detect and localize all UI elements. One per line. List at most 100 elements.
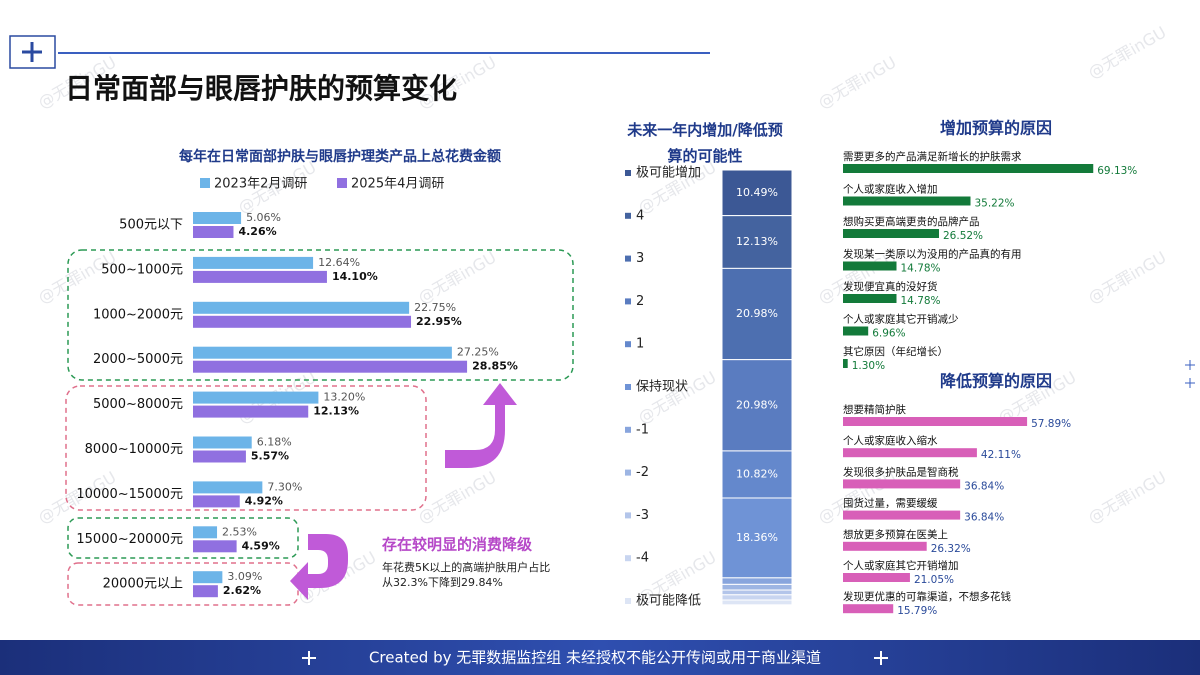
- category-label: 发现便宜真的没好货: [843, 280, 938, 293]
- value-label: 28.85%: [472, 360, 518, 373]
- legend-label: 3: [636, 251, 644, 266]
- value-label: 1.30%: [852, 360, 885, 372]
- category-label: 想放更多预算在医美上: [843, 528, 948, 541]
- legend-label: 2025年4月调研: [351, 177, 444, 192]
- value-label: 14.78%: [901, 295, 941, 307]
- category-label: 5000~8000元: [93, 397, 183, 412]
- bar: [843, 359, 848, 368]
- segment: [721, 589, 793, 596]
- legend-label: -2: [636, 465, 649, 480]
- value-label: 15.79%: [897, 605, 937, 617]
- value-label: 7.30%: [267, 480, 302, 493]
- value-label: 14.10%: [332, 270, 378, 283]
- category-label: 个人或家庭其它开销减少: [843, 313, 959, 326]
- legend-marker: [625, 598, 631, 604]
- legend-marker: [625, 555, 631, 562]
- value-label: 20.98%: [736, 398, 778, 411]
- watermark: @无罪inGU: [1085, 23, 1170, 83]
- legend-label: -3: [636, 508, 649, 523]
- legend-marker: [625, 255, 631, 262]
- legend-marker: [625, 512, 631, 519]
- bar: [193, 226, 234, 238]
- value-label: 4.26%: [238, 225, 276, 238]
- bar: [843, 326, 869, 336]
- value-label: 12.13%: [736, 235, 778, 248]
- slide-title: 日常面部与眼唇护肤的预算变化: [65, 72, 457, 105]
- bar: [843, 294, 897, 303]
- legend-label: -1: [636, 422, 649, 437]
- value-label: 5.57%: [251, 450, 289, 463]
- segment: [721, 359, 793, 452]
- legend-label: 保持现状: [636, 380, 688, 395]
- annotation-title: 存在较明显的消费降级: [382, 536, 533, 554]
- chart-title: 未来一年内增加/降低预算的可能性: [627, 121, 783, 165]
- bar: [193, 585, 218, 598]
- bar: [193, 360, 468, 373]
- bar: [193, 256, 314, 269]
- bar: [193, 526, 218, 539]
- bar: [843, 573, 910, 582]
- category-label: 发现很多护肤品是智商税: [843, 465, 959, 478]
- value-label: 26.32%: [931, 543, 971, 555]
- bar: [843, 541, 927, 551]
- footer-bar: [0, 640, 1200, 675]
- arrow-down: [290, 534, 348, 600]
- value-label: 10.82%: [736, 467, 778, 480]
- category-label: 想购买更高端更贵的品牌产品: [843, 215, 980, 228]
- watermark: @无罪inGU: [635, 368, 720, 428]
- value-label: 18.36%: [736, 531, 778, 544]
- legend-label: -4: [636, 551, 649, 566]
- highlight-box: [67, 249, 574, 381]
- bar: [193, 450, 246, 463]
- category-label: 500~1000元: [101, 262, 183, 277]
- chart-title: 增加预算的原因: [940, 119, 1052, 138]
- value-label: 21.05%: [914, 574, 954, 586]
- bar: [193, 301, 410, 314]
- segment: [721, 497, 793, 579]
- legend-marker: [625, 298, 631, 305]
- footer-plus: [302, 651, 888, 665]
- value-label: 26.52%: [943, 230, 983, 242]
- logo-box: [9, 35, 56, 69]
- annotation-line: 从32.3%下降到29.84%: [382, 575, 503, 589]
- bar: [193, 571, 223, 584]
- category-label: 想要精简护肤: [843, 403, 906, 416]
- value-label: 14.78%: [901, 263, 941, 275]
- bar: [193, 495, 240, 508]
- bar: [843, 448, 977, 458]
- bar: [843, 229, 940, 238]
- bar: [193, 540, 237, 553]
- segment: [721, 450, 793, 499]
- bar: [193, 315, 412, 328]
- category-label: 15000~20000元: [76, 532, 183, 547]
- bar: [843, 261, 897, 271]
- bar: [193, 346, 452, 359]
- value-label: 27.25%: [457, 346, 499, 359]
- segment: [721, 169, 793, 217]
- bar: [843, 164, 1094, 173]
- category-label: 其它原因（年纪增长）: [843, 345, 948, 358]
- value-label: 4.92%: [245, 494, 283, 507]
- highlight-box: [65, 385, 427, 511]
- category-label: 1000~2000元: [93, 307, 183, 322]
- watermark: @无罪inGU: [415, 248, 500, 308]
- chart-title: 每年在日常面部护肤与眼唇护理类产品上总花费金额: [179, 148, 501, 165]
- value-label: 3.09%: [227, 570, 262, 583]
- bar: [193, 405, 309, 418]
- value-label: 22.95%: [416, 315, 462, 328]
- bar: [193, 436, 252, 449]
- legend-marker: [625, 212, 631, 219]
- value-label: 20.98%: [736, 307, 778, 320]
- bar: [843, 510, 961, 520]
- arrow-up: [445, 383, 517, 468]
- segment: [721, 599, 793, 606]
- footer-text: Created by 无罪数据监控组 未经授权不能公开传阅或用于商业渠道: [369, 649, 821, 667]
- category-label: 2000~5000元: [93, 352, 183, 367]
- value-label: 5.06%: [246, 211, 281, 224]
- value-label: 35.22%: [974, 198, 1014, 210]
- category-label: 需要更多的产品满足新增长的护肤需求: [843, 150, 1022, 163]
- bar: [193, 270, 327, 283]
- category-label: 囤货过量，需要缓缓: [843, 497, 938, 510]
